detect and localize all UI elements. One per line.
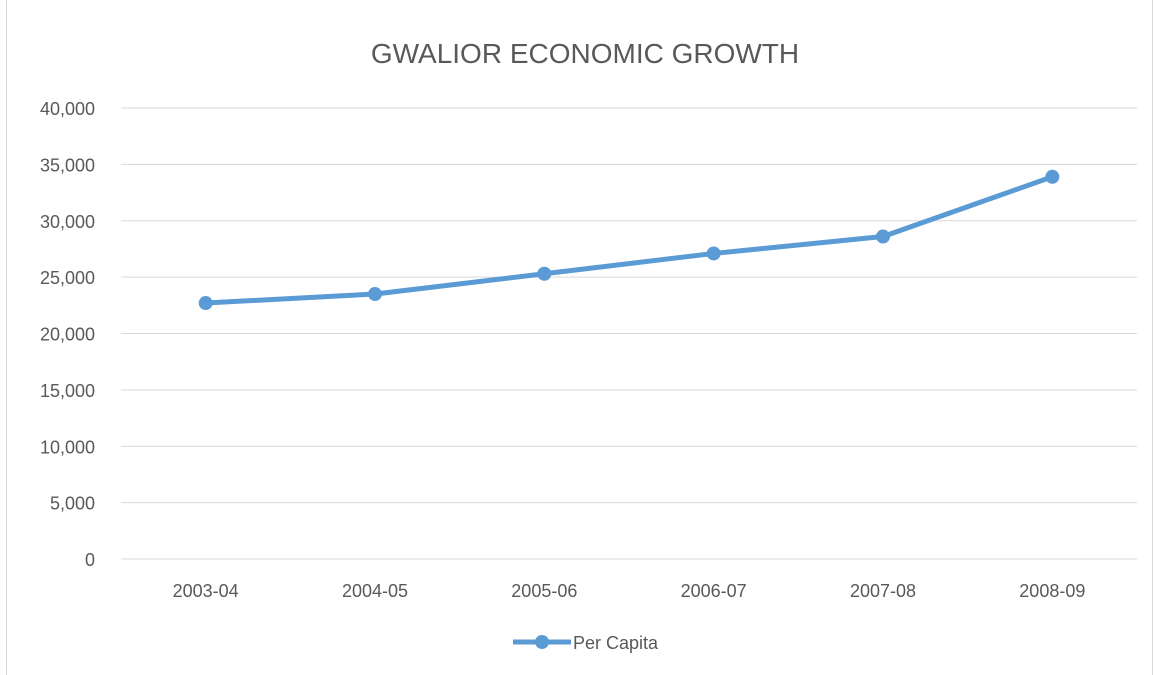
y-tick-label: 0 xyxy=(85,550,95,570)
legend: Per Capita xyxy=(513,633,659,653)
chart-area: GWALIOR ECONOMIC GROWTH 0 5,000 10,000 15,0… xyxy=(6,0,1153,675)
y-tick-label: 35,000 xyxy=(40,155,95,175)
x-tick-label: 2006-07 xyxy=(681,581,747,601)
data-point xyxy=(706,246,721,261)
y-tick-label: 10,000 xyxy=(40,437,95,457)
y-tick-label: 20,000 xyxy=(40,325,95,345)
x-tick-label: 2004-05 xyxy=(342,581,408,601)
x-tick-label: 2003-04 xyxy=(173,581,239,601)
data-point xyxy=(198,296,213,311)
y-tick-label: 5,000 xyxy=(50,494,95,514)
legend-label: Per Capita xyxy=(573,633,659,653)
x-tick-label: 2007-08 xyxy=(850,581,916,601)
series-line xyxy=(203,174,1055,306)
x-tick-label: 2008-09 xyxy=(1019,581,1085,601)
y-tick-label: 40,000 xyxy=(40,99,95,119)
data-point xyxy=(537,266,552,281)
legend-marker xyxy=(535,635,549,649)
gridlines xyxy=(121,107,1137,560)
y-tick-label: 25,000 xyxy=(40,268,95,288)
y-tick-label: 15,000 xyxy=(40,381,95,401)
y-tick-label: 30,000 xyxy=(40,212,95,232)
data-point xyxy=(1045,169,1060,184)
x-axis-labels: 2003-04 2004-05 2005-06 2006-07 2007-08 2008-… xyxy=(173,581,1086,601)
x-tick-label: 2005-06 xyxy=(511,581,577,601)
data-point xyxy=(876,229,890,244)
y-axis-labels: 0 5,000 10,000 15,000 20,000 25,000 30,000 35,0… xyxy=(40,99,95,570)
series-group xyxy=(198,169,1060,311)
line-chart: GWALIOR ECONOMIC GROWTH 0 5,000 10,000 15,0… xyxy=(40,38,1137,653)
chart-title: GWALIOR ECONOMIC GROWTH xyxy=(371,38,799,69)
data-point xyxy=(368,287,382,302)
